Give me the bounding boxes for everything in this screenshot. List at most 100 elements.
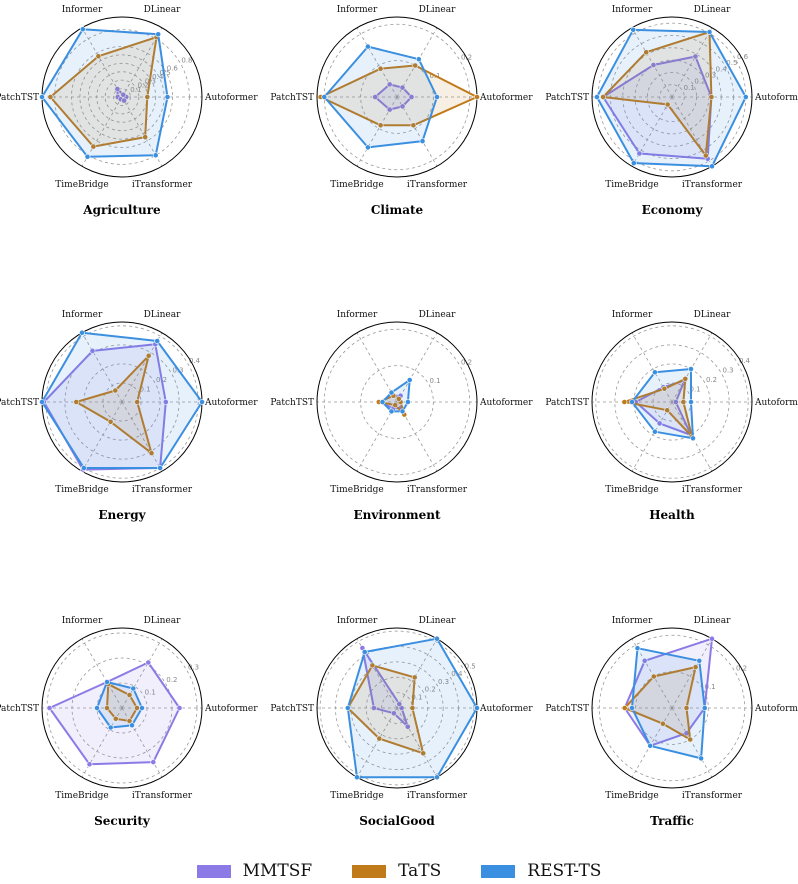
axis-spoke [81,401,123,472]
tick-label: 0.1 [130,86,141,94]
data-point-tats-patchtst [621,399,628,405]
grid-circle [45,325,199,479]
data-point-mmtsf-itransformer [121,97,127,104]
data-point-mmtsf-dlinear [399,84,406,91]
data-point-tats-informer [650,673,657,680]
tick-label: 0.6 [167,65,179,73]
outer-circle [591,321,753,483]
data-point-mmtsf-patchtst [372,94,379,100]
grid-circle [614,344,730,460]
axis-label-informer: Informer [337,310,378,320]
data-point-rest-ts-itransformer [709,163,715,170]
legend-swatch-mmtsf [196,864,231,878]
tick-label: 0.3 [188,664,199,672]
data-point-mmtsf-dlinear [145,659,152,666]
axis-spoke [121,401,163,472]
data-point-mmtsf-informer [386,81,393,88]
data-point-rest-ts-itransformer [152,152,159,159]
axis-label-informer: Informer [337,5,378,15]
data-point-tats-itransformer [420,750,427,757]
axis-label-autoformer: Autoformer [754,93,798,103]
axis-label-itransformer: iTransformer [682,180,743,190]
data-point-rest-ts-dlinear [130,685,137,692]
data-point-rest-ts-dlinear [155,31,162,38]
outer-circle [41,627,203,789]
grid-circle [319,630,475,786]
axis-label-autoformer: Autoformer [479,398,533,408]
tick-label: 0.2 [425,686,436,694]
axis-label-autoformer: Autoformer [479,704,533,714]
grid-circle [595,325,749,479]
data-point-rest-ts-autoformer [701,705,708,711]
axis-label-itransformer: iTransformer [682,485,743,495]
data-point-tats-dlinear [395,395,402,402]
axis-label-patchtst: PatchTST [270,93,314,103]
axis-label-autoformer: Autoformer [479,93,533,103]
tick-label: 0.4 [716,65,728,73]
axis-label-dlinear: DLinear [419,5,457,15]
tick-label: 0.2 [166,676,177,684]
grid-circle [104,79,140,115]
data-point-rest-ts-itransformer [698,755,704,762]
axis-label-autoformer: Autoformer [754,704,798,714]
axis-label-dlinear: DLinear [694,310,732,320]
data-point-tats-informer [112,387,119,394]
axis-label-itransformer: iTransformer [407,180,468,190]
data-point-mmtsf-dlinear [692,53,699,60]
data-point-tats-patchtst [104,705,110,711]
tick-label: 0.1 [704,683,715,691]
radar-panel-energy: 0.10.20.30.4AutoformerDLinearInformerPat… [0,310,258,522]
axis-label-itransformer: iTransformer [407,485,468,495]
data-point-mmtsf-dlinear [709,635,715,642]
data-point-mmtsf-dlinear [396,701,403,707]
axis-spoke [671,638,713,709]
data-point-tats-informer [377,65,384,72]
data-point-tats-patchtst [621,705,628,711]
data-point-rest-ts-timebridge [84,153,91,160]
data-point-rest-ts-patchtst [94,705,100,711]
axis-label-itransformer: iTransformer [132,180,193,190]
tick-label: 0.4 [152,73,164,81]
data-point-tats-patchtst [600,94,606,100]
data-point-rest-ts-itransformer [129,722,135,729]
data-point-mmtsf-informer [114,86,121,92]
axis-spoke [81,638,123,709]
data-point-rest-ts-dlinear [706,29,713,35]
data-point-mmtsf-autoformer [176,705,183,711]
data-point-mmtsf-informer [89,347,96,354]
axis-label-dlinear: DLinear [419,616,457,626]
axis-label-informer: Informer [62,310,103,320]
data-point-tats-informer [643,49,650,56]
panel-title: Energy [98,508,146,522]
axis-label-timebridge: TimeBridge [605,791,658,801]
data-point-mmtsf-timebridge [656,420,663,427]
data-point-mmtsf-autoformer [672,399,679,405]
grid-circle [350,661,444,755]
axis-label-autoformer: Autoformer [204,93,258,103]
data-point-tats-timebridge [377,122,384,129]
grid-circle [64,344,180,460]
axis-label-autoformer: Autoformer [754,398,798,408]
data-point-rest-ts-timebridge [652,428,658,435]
axis-label-dlinear: DLinear [144,5,182,15]
data-point-rest-ts-autoformer [688,399,694,405]
data-point-tats-timebridge [107,418,114,425]
outer-circle [591,627,753,789]
axis-label-patchtst: PatchTST [270,704,314,714]
tick-label: 0.1 [429,377,440,385]
outer-circle [316,321,478,483]
series-area-rest-ts [631,647,706,760]
radar-panel-economy: 0.10.20.30.40.50.6AutoformerDLinearInfor… [545,5,798,217]
tick-label: 0.3 [438,678,449,686]
axis-label-patchtst: PatchTST [545,398,589,408]
series-area-rest-ts [346,637,478,779]
data-point-rest-ts-timebridge [354,774,360,781]
data-point-tats-timebridge [90,143,97,150]
data-point-rest-ts-itransformer [157,465,163,471]
radar-panel-environment: 0.10.2AutoformerDLinearInformerPatchTSTT… [270,310,533,522]
data-point-tats-informer [95,53,102,60]
axis-spoke [396,707,438,778]
axis-label-timebridge: TimeBridge [55,485,108,495]
radar-panel-socialgood: 0.10.20.30.40.5AutoformerDLinearInformer… [270,616,533,828]
data-point-rest-ts-informer [361,649,368,655]
